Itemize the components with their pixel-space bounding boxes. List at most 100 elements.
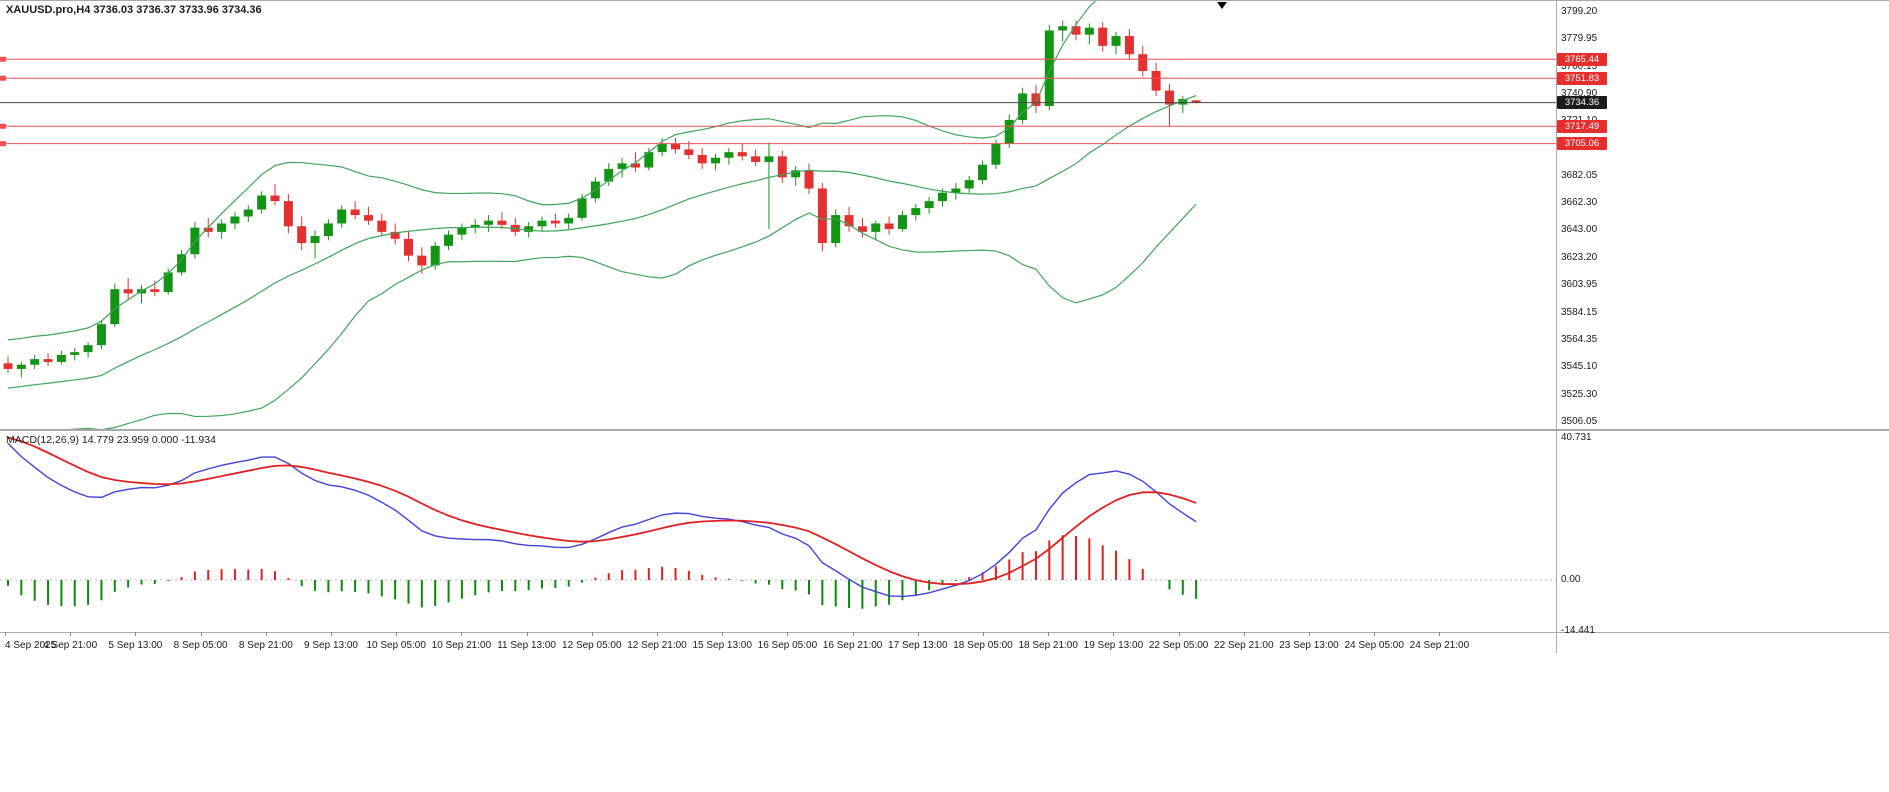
candle bbox=[817, 182, 827, 252]
candle bbox=[604, 163, 614, 186]
candle bbox=[844, 206, 854, 232]
candle bbox=[1098, 22, 1108, 52]
candle bbox=[484, 215, 494, 232]
price-tick-label: 3662.30 bbox=[1561, 197, 1598, 209]
horizontal-level-line[interactable] bbox=[0, 141, 1556, 147]
price-tick-label: 3760.15 bbox=[1561, 60, 1598, 72]
candle bbox=[724, 147, 734, 165]
axis-separator bbox=[0, 632, 1889, 633]
time-tick-label: 5 Sep 13:00 bbox=[108, 640, 163, 651]
candle bbox=[444, 230, 454, 251]
candle bbox=[497, 212, 507, 230]
price-tick-label: 3682.05 bbox=[1561, 169, 1598, 181]
time-tick-label: 16 Sep 05:00 bbox=[757, 640, 818, 651]
price-scale-separator bbox=[1556, 0, 1557, 653]
candle bbox=[390, 223, 400, 245]
time-tick-label: 18 Sep 05:00 bbox=[953, 640, 1013, 651]
time-tick-mark bbox=[331, 632, 332, 636]
macd-panel-canvas[interactable] bbox=[0, 430, 1889, 632]
time-tick-mark bbox=[983, 632, 984, 636]
candle bbox=[1018, 87, 1028, 125]
price-level-tag: 3705.06 bbox=[1557, 137, 1607, 151]
macd-signal-line bbox=[7, 436, 1197, 586]
horizontal-level-line[interactable] bbox=[0, 56, 1556, 62]
time-tick-mark bbox=[787, 632, 789, 636]
candle bbox=[217, 219, 227, 239]
chart-shift-marker[interactable] bbox=[1217, 2, 1227, 9]
time-tick-mark bbox=[461, 632, 463, 636]
candle bbox=[350, 201, 360, 220]
candle bbox=[150, 280, 160, 297]
time-tick-mark bbox=[70, 632, 72, 636]
time-tick-mark bbox=[526, 632, 528, 636]
time-tick-mark bbox=[1309, 632, 1310, 636]
candle bbox=[323, 219, 333, 241]
macd-histogram bbox=[7, 535, 1198, 609]
candle bbox=[270, 184, 280, 206]
candle bbox=[964, 175, 974, 195]
time-tick-label: 8 Sep 21:00 bbox=[238, 640, 293, 651]
time-tick-label: 18 Sep 21:00 bbox=[1018, 640, 1078, 651]
candle bbox=[1111, 31, 1121, 55]
time-tick-mark bbox=[200, 632, 202, 636]
candle bbox=[644, 147, 654, 171]
candle bbox=[804, 163, 814, 195]
candle bbox=[56, 350, 66, 365]
candle bbox=[30, 354, 40, 369]
time-tick-label: 22 Sep 21:00 bbox=[1214, 640, 1274, 651]
price-tick-label: 3603.95 bbox=[1561, 279, 1598, 291]
price-tick-label: 3545.10 bbox=[1561, 361, 1598, 373]
candle bbox=[310, 230, 320, 259]
candle bbox=[297, 216, 307, 251]
price-tick-label: 3643.00 bbox=[1561, 224, 1598, 236]
candle bbox=[257, 191, 267, 214]
price-level-tag: 3717.49 bbox=[1557, 119, 1607, 133]
candle bbox=[831, 209, 841, 248]
candle bbox=[417, 247, 427, 274]
time-tick-label: 24 Sep 21:00 bbox=[1409, 640, 1470, 651]
candle bbox=[16, 361, 26, 378]
time-tick-label: 10 Sep 05:00 bbox=[366, 640, 426, 651]
time-tick-mark bbox=[396, 632, 398, 636]
time-tick-mark bbox=[852, 632, 854, 636]
macd-tick-label: -14.441 bbox=[1561, 624, 1595, 636]
candle bbox=[510, 217, 520, 237]
price-tick-label: 3740.90 bbox=[1561, 87, 1598, 99]
candle bbox=[564, 213, 574, 230]
time-tick-label: 15 Sep 13:00 bbox=[692, 640, 752, 651]
macd-tick-label: 40.731 bbox=[1561, 431, 1592, 443]
candle bbox=[1031, 85, 1041, 113]
candle bbox=[697, 147, 707, 169]
time-tick-mark bbox=[657, 632, 658, 636]
time-tick-mark bbox=[591, 632, 593, 636]
candle bbox=[1124, 29, 1134, 60]
horizontal-level-line[interactable] bbox=[0, 75, 1556, 81]
symbol-ohlc-label: XAUUSD.pro,H4 3736.03 3736.37 3733.96 37… bbox=[6, 4, 262, 16]
price-chart-canvas[interactable] bbox=[0, 0, 1889, 430]
price-tick-label: 3564.35 bbox=[1561, 334, 1598, 346]
time-tick-label: 12 Sep 05:00 bbox=[562, 640, 622, 651]
price-tick-label: 3584.15 bbox=[1561, 306, 1598, 318]
candle bbox=[230, 212, 240, 230]
candle bbox=[1058, 20, 1068, 42]
time-tick-label: 4 Sep 21:00 bbox=[43, 640, 98, 651]
macd-tick-label: 0.00 bbox=[1561, 574, 1581, 585]
price-tick-label: 3506.05 bbox=[1561, 416, 1598, 427]
candle bbox=[1164, 83, 1174, 127]
time-tick-label: 12 Sep 21:00 bbox=[627, 640, 687, 651]
candle bbox=[671, 138, 680, 154]
candle bbox=[777, 150, 787, 183]
time-tick-label: 9 Sep 13:00 bbox=[304, 640, 358, 651]
panel-separator[interactable] bbox=[0, 429, 1889, 431]
candle bbox=[978, 160, 988, 185]
candle bbox=[884, 216, 894, 235]
candle bbox=[857, 217, 867, 238]
time-tick-mark bbox=[1374, 632, 1376, 636]
candle bbox=[897, 210, 907, 232]
candle bbox=[791, 166, 801, 186]
time-tick-label: 10 Sep 21:00 bbox=[431, 640, 492, 651]
time-tick-mark bbox=[722, 632, 724, 636]
time-tick-mark bbox=[135, 632, 137, 636]
time-tick-mark bbox=[1113, 632, 1115, 636]
horizontal-level-line[interactable] bbox=[0, 123, 1556, 129]
